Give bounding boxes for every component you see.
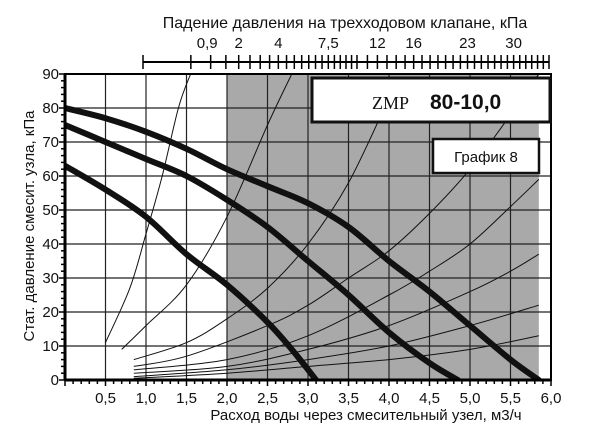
x-tick-label: 5,0	[460, 390, 481, 407]
top-tick-label: 23	[459, 35, 476, 52]
model-label: ZMP	[372, 93, 409, 113]
chart-label-box	[431, 137, 541, 175]
y-axis-label: Стат. давление смесит. узла, кПа	[21, 110, 38, 342]
y-tick-label: 90	[42, 66, 59, 83]
x-axis-label: Расход воды через смесительный узел, м3/…	[210, 407, 521, 424]
top-tick-label: 4	[274, 35, 282, 52]
top-tick-label: 0,9	[197, 35, 218, 52]
x-tick-label: 6,0	[541, 390, 562, 407]
chart-label: График 8	[454, 149, 518, 166]
x-tick-label: 3,5	[338, 390, 359, 407]
data-series	[65, 105, 542, 380]
axes: 0,5 1,0 1,5 2,0 2,5 3,0 3,5 4,0 4,5 5,0 5,5 6,0 0 10 2…	[42, 35, 561, 407]
model-box	[310, 76, 552, 124]
guide-curve	[133, 335, 539, 379]
y-tick-label: 60	[42, 168, 59, 185]
x-tick-label: 2,5	[257, 390, 278, 407]
model-value: 80-10,0	[430, 91, 501, 114]
y-tick-label: 50	[42, 202, 59, 219]
x-tick-label: 5,5	[500, 390, 521, 407]
guide-curve	[105, 74, 192, 343]
x-tick-label: 4,5	[419, 390, 440, 407]
guide-curve	[133, 97, 390, 361]
x-tick-label: 1,0	[136, 390, 157, 407]
top-tick-label: 16	[405, 35, 422, 52]
y-tick-label: 0	[51, 372, 59, 389]
series-line	[65, 122, 461, 380]
y-tick-label: 30	[42, 270, 59, 287]
x-tick-label: 0,5	[95, 390, 116, 407]
top-tick-label: 7,5	[318, 35, 339, 52]
y-tick-label: 20	[42, 304, 59, 321]
guide-curve	[121, 74, 293, 350]
x-tick-label: 2,0	[217, 390, 238, 407]
series-line	[65, 162, 320, 380]
series-line	[65, 105, 542, 380]
top-tick-label: 12	[369, 35, 386, 52]
top-axis-label: Падение давления на трехходовом клапане,…	[163, 15, 528, 32]
y-tick-label: 80	[42, 100, 59, 117]
y-tick-label: 70	[42, 134, 59, 151]
x-tick-label: 4,0	[379, 390, 400, 407]
x-tick-label: 3,0	[298, 390, 319, 407]
top-tick-label: 2	[235, 35, 243, 52]
x-tick-label: 1,5	[176, 390, 197, 407]
y-tick-label: 40	[42, 236, 59, 253]
y-tick-label: 10	[42, 338, 59, 355]
top-tick-label: 30	[505, 35, 522, 52]
guide-curve	[133, 179, 540, 371]
